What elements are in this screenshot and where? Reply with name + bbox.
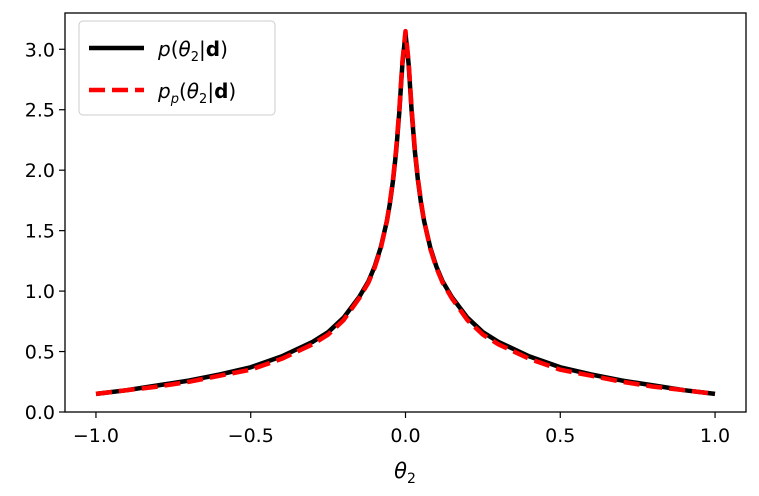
y-tick-label: 2.5	[25, 100, 55, 122]
legend-label-p: p(θ2|d)	[157, 37, 228, 65]
y-tick-label: 0.0	[25, 402, 55, 424]
y-tick-label: 0.5	[25, 342, 55, 364]
y-axis-ticks: 0.0 0.5 1.0 1.5 2.0 2.5 3.0	[25, 39, 65, 424]
y-tick-label: 1.0	[25, 281, 55, 303]
x-tick-label: 0.0	[390, 425, 420, 447]
x-tick-label: 1.0	[700, 425, 730, 447]
legend-label-pp: pp(θ2|d)	[157, 79, 236, 107]
series-line-1	[95, 28, 716, 397]
x-tick-label: −0.5	[228, 425, 274, 447]
legend: p(θ2|d) pp(θ2|d)	[78, 20, 276, 116]
y-tick-label: 3.0	[25, 39, 55, 61]
y-tick-label: 1.5	[25, 221, 55, 243]
x-axis-label: θ2	[394, 459, 416, 487]
series-layer	[95, 28, 716, 397]
x-axis-ticks: −1.0 −0.5 0.0 0.5 1.0	[73, 412, 730, 447]
y-tick-label: 2.0	[25, 160, 55, 182]
x-tick-label: 0.5	[545, 425, 575, 447]
x-tick-label: −1.0	[73, 425, 119, 447]
